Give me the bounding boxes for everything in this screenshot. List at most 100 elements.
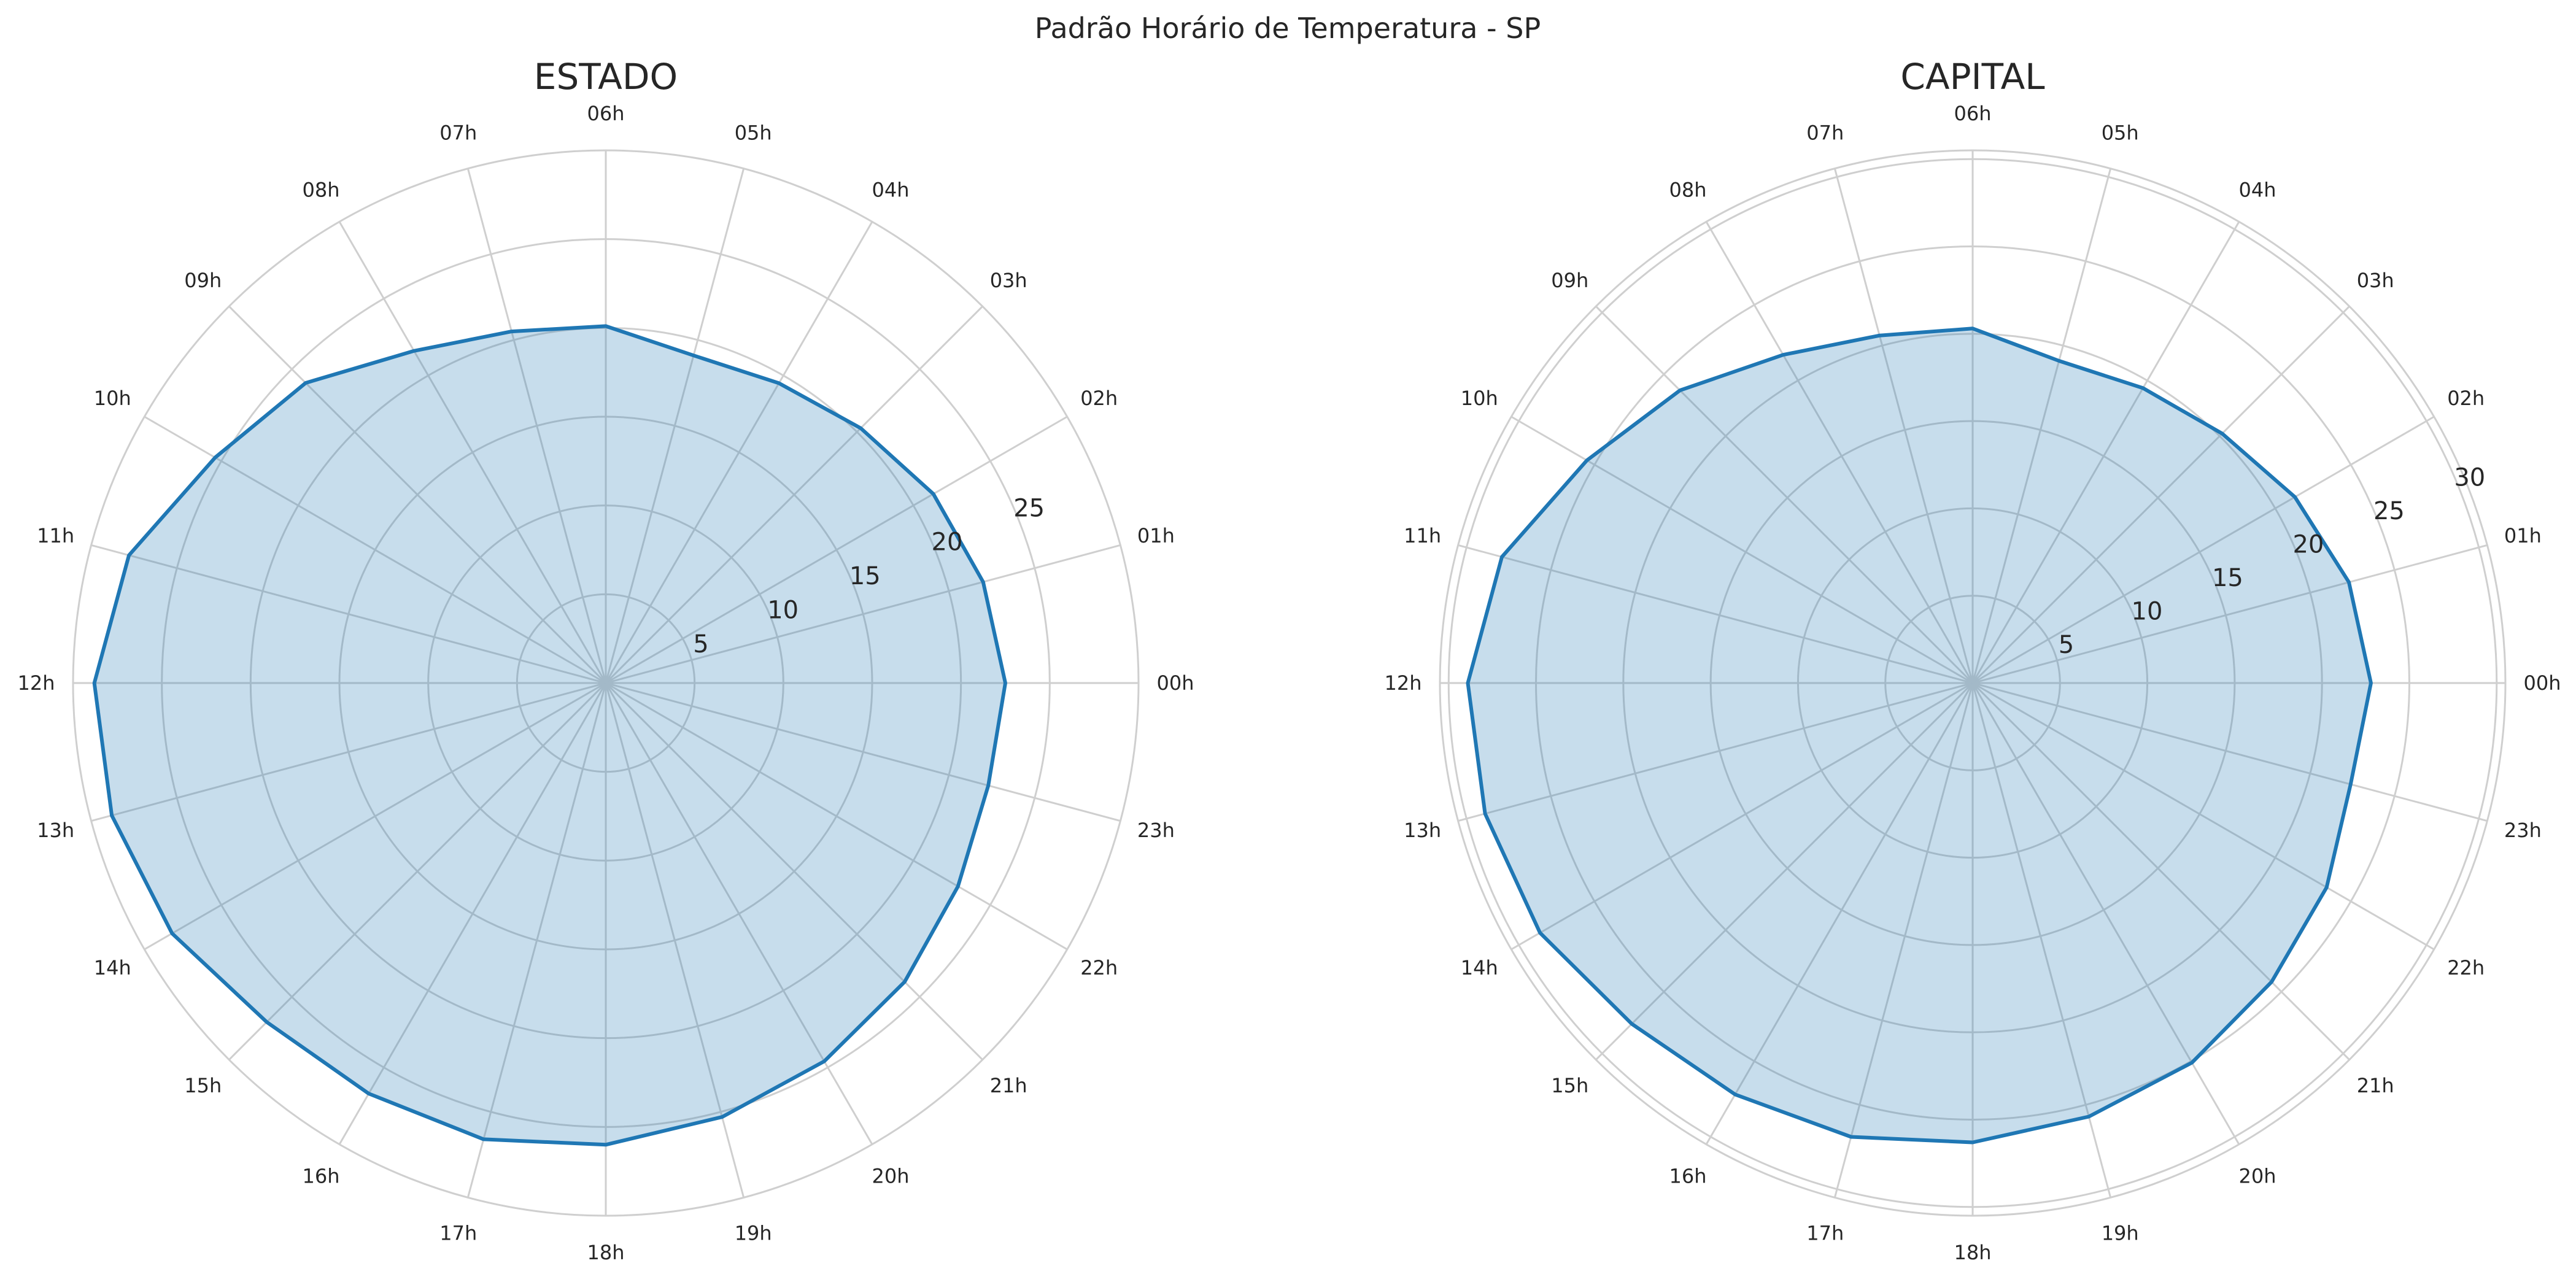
- spoke-09h: [1595, 306, 1974, 684]
- angle-tick-label: 13h: [1404, 819, 1441, 842]
- angle-tick-label: 22h: [2447, 956, 2485, 979]
- spoke-14h: [144, 682, 606, 951]
- radial-tick-label: 5: [2059, 631, 2074, 659]
- spoke-15h: [228, 682, 607, 1060]
- panel-title-estado: ESTADO: [534, 56, 678, 98]
- spoke-17h: [1833, 682, 1974, 1198]
- angle-tick-label: 03h: [2357, 269, 2394, 292]
- angle-tick-label: 00h: [1157, 671, 1194, 695]
- spoke-08h: [338, 221, 607, 684]
- angle-tick-label: 12h: [1385, 671, 1422, 695]
- spoke-07h: [1833, 168, 1974, 684]
- panel-estado: ESTADO 00h 01h 02h 03h 04h 05h 06h 07h 08h 09h 10h…: [18, 56, 1194, 1264]
- angle-tick-label: 07h: [1806, 122, 1844, 145]
- spoke-03h: [1971, 306, 2350, 684]
- angle-tick-label: 21h: [2357, 1074, 2394, 1097]
- spoke-04h: [605, 221, 873, 684]
- angle-tick-label: 20h: [2239, 1165, 2276, 1188]
- spoke-02h: [605, 415, 1068, 684]
- radar-plot-estado: 00h 01h 02h 03h 04h 05h 06h 07h 08h 09h 10h 11h 12h 1…: [18, 102, 1194, 1264]
- angle-tick-label: 08h: [303, 178, 340, 201]
- angle-tick-label: 05h: [2102, 122, 2139, 145]
- radial-tick-label: 20: [2292, 531, 2324, 559]
- spoke-22h: [605, 682, 1068, 951]
- angle-tick-label: 22h: [1080, 956, 1118, 979]
- angle-tick-label: 03h: [990, 269, 1027, 292]
- spoke-21h: [1971, 682, 2350, 1060]
- radial-tick-label: 10: [767, 596, 799, 624]
- spoke-23h: [605, 682, 1121, 822]
- spoke-15h: [1595, 682, 1974, 1060]
- spoke-23h: [1972, 682, 2488, 822]
- series-area: [1468, 328, 2371, 1143]
- spoke-05h: [1971, 168, 2112, 684]
- angle-tick-label: 17h: [439, 1221, 477, 1245]
- angle-tick-label: 18h: [1954, 1241, 1992, 1264]
- angle-tick-label: 15h: [184, 1074, 222, 1097]
- spoke-16h: [1705, 682, 1974, 1145]
- spoke-19h: [605, 682, 745, 1198]
- radial-tick-label: 25: [1013, 494, 1045, 522]
- angle-tick-label: 10h: [94, 387, 131, 410]
- angle-tick-label: 02h: [2447, 387, 2485, 410]
- series-line: [1466, 326, 2373, 1145]
- angle-tick-label: 19h: [2102, 1221, 2139, 1245]
- series-line: [92, 324, 1007, 1147]
- radial-tick-label: 10: [2132, 597, 2163, 625]
- spoke-14h: [1510, 682, 1973, 951]
- spoke-20h: [1971, 682, 2240, 1145]
- angle-tick-label: 09h: [184, 269, 222, 292]
- angle-tick-label: 14h: [1461, 956, 1498, 979]
- angle-tick-label: 02h: [1080, 387, 1118, 410]
- angle-tick-label: 11h: [37, 524, 74, 547]
- angle-tick-label: 05h: [735, 122, 772, 145]
- panel-capital: CAPITAL 00h 01h 02h 03h 04h 05h 06h 07h 08h 09h 10…: [1385, 56, 2561, 1264]
- angle-tick-label: 04h: [872, 178, 910, 201]
- angle-tick-label: 06h: [1954, 102, 1992, 125]
- spoke-02h: [1972, 415, 2435, 684]
- angle-tick-label: 23h: [1137, 819, 1175, 842]
- angle-tick-label: 15h: [1551, 1074, 1588, 1097]
- spoke-11h: [91, 544, 606, 684]
- radial-tick-label: 20: [932, 528, 963, 557]
- spoke-09h: [228, 306, 607, 684]
- spoke-08h: [1705, 221, 1974, 684]
- angle-tick-label: 19h: [735, 1221, 772, 1245]
- figure-title: Padrão Horário de Temperatura - SP: [1035, 12, 1541, 45]
- angle-tick-label: 06h: [587, 102, 625, 125]
- radial-tick-label: 5: [693, 630, 708, 658]
- spoke-13h: [1458, 682, 1973, 822]
- angle-tick-label: 13h: [37, 819, 74, 842]
- angle-tick-label: 07h: [439, 122, 477, 145]
- radial-tick-label: 15: [2212, 564, 2243, 592]
- angle-tick-label: 11h: [1404, 524, 1441, 547]
- spoke-01h: [1972, 544, 2488, 684]
- angle-tick-label: 18h: [587, 1241, 625, 1264]
- radial-tick-label: 15: [849, 562, 881, 590]
- spoke-17h: [466, 682, 607, 1198]
- series-area: [94, 326, 1006, 1145]
- angle-tick-label: 04h: [2239, 178, 2276, 201]
- spoke-19h: [1971, 682, 2112, 1198]
- spoke-20h: [605, 682, 873, 1145]
- angle-tick-label: 09h: [1551, 269, 1588, 292]
- panel-title-capital: CAPITAL: [1900, 56, 2044, 98]
- angle-tick-label: 10h: [1461, 387, 1498, 410]
- radial-tick-label: 30: [2454, 464, 2485, 492]
- spoke-13h: [91, 682, 606, 822]
- spoke-16h: [338, 682, 607, 1145]
- radar-plot-capital: 00h 01h 02h 03h 04h 05h 06h 07h 08h 09h 10h 11h 12h 1…: [1385, 102, 2561, 1264]
- angle-tick-label: 00h: [2524, 671, 2561, 695]
- angle-tick-label: 23h: [2504, 819, 2542, 842]
- angle-tick-label: 17h: [1806, 1221, 1844, 1245]
- spoke-04h: [1971, 221, 2240, 684]
- spoke-21h: [605, 682, 983, 1060]
- radial-tick-label: 25: [2373, 497, 2405, 525]
- angle-tick-label: 12h: [18, 671, 55, 695]
- angle-tick-label: 01h: [1137, 524, 1175, 547]
- spoke-10h: [144, 415, 606, 684]
- angle-tick-label: 16h: [303, 1165, 340, 1188]
- spoke-07h: [466, 168, 607, 684]
- angle-tick-label: 21h: [990, 1074, 1027, 1097]
